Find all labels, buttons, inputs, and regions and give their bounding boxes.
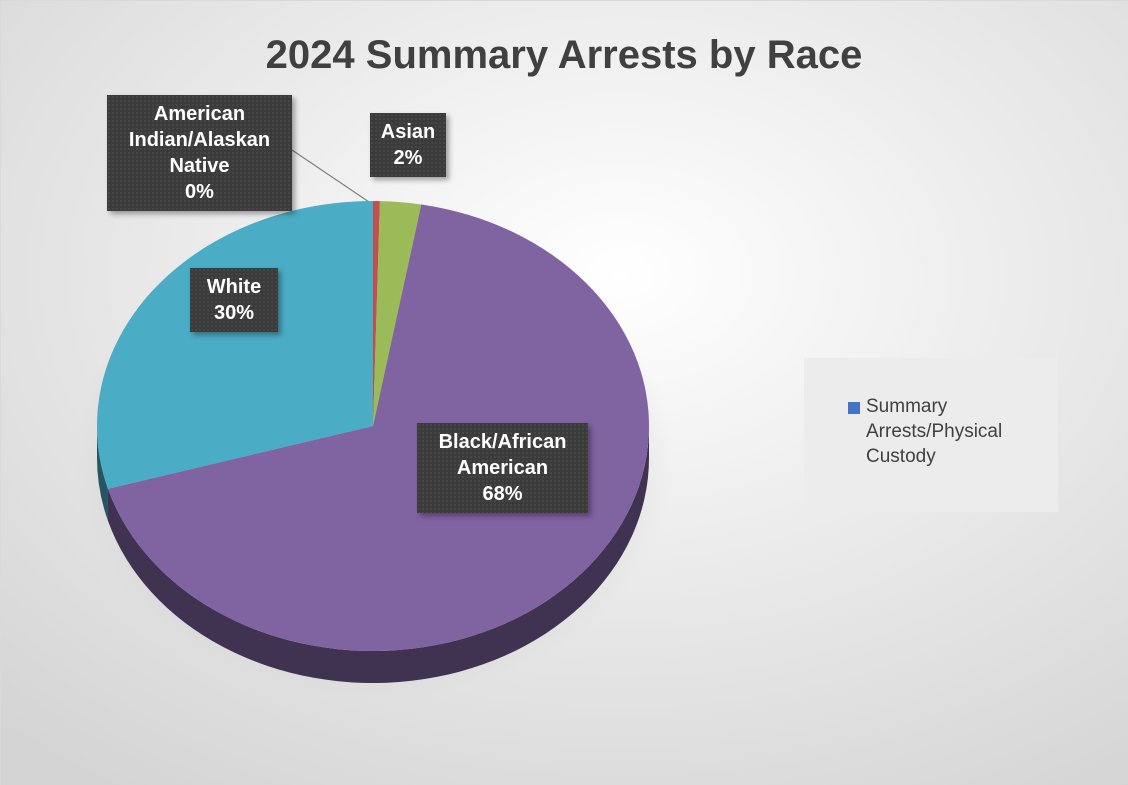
data-label: White 30% (190, 268, 278, 332)
data-label-value: 0% (185, 181, 214, 203)
data-label-category: White (206, 276, 262, 298)
legend-swatch (848, 402, 860, 414)
data-label-category: Black/African American (438, 431, 567, 479)
pie-slice (373, 201, 422, 426)
data-label-value: 68% (482, 483, 523, 505)
legend-label: Summary Arrests/Physical Custody (866, 396, 1003, 467)
data-label: Black/African American 68% (417, 423, 588, 513)
chart-title: 2024 Summary Arrests by Race (265, 33, 863, 77)
data-label-value: 2% (393, 147, 423, 169)
data-label-category: American Indian/Alaskan Native (128, 103, 271, 177)
pie-slice (107, 204, 650, 651)
data-label: American Indian/Alaskan Native 0% (107, 95, 292, 211)
pie-slice (96, 201, 373, 489)
leader-line (291, 149, 373, 205)
pie-slice-side (97, 426, 108, 521)
data-label: Asian 2% (370, 113, 446, 177)
data-label-value: 30% (213, 302, 255, 324)
pie-slice (373, 201, 380, 426)
legend: Summary Arrests/Physical Custody (804, 358, 1058, 512)
data-label-category: Asian (380, 121, 436, 143)
